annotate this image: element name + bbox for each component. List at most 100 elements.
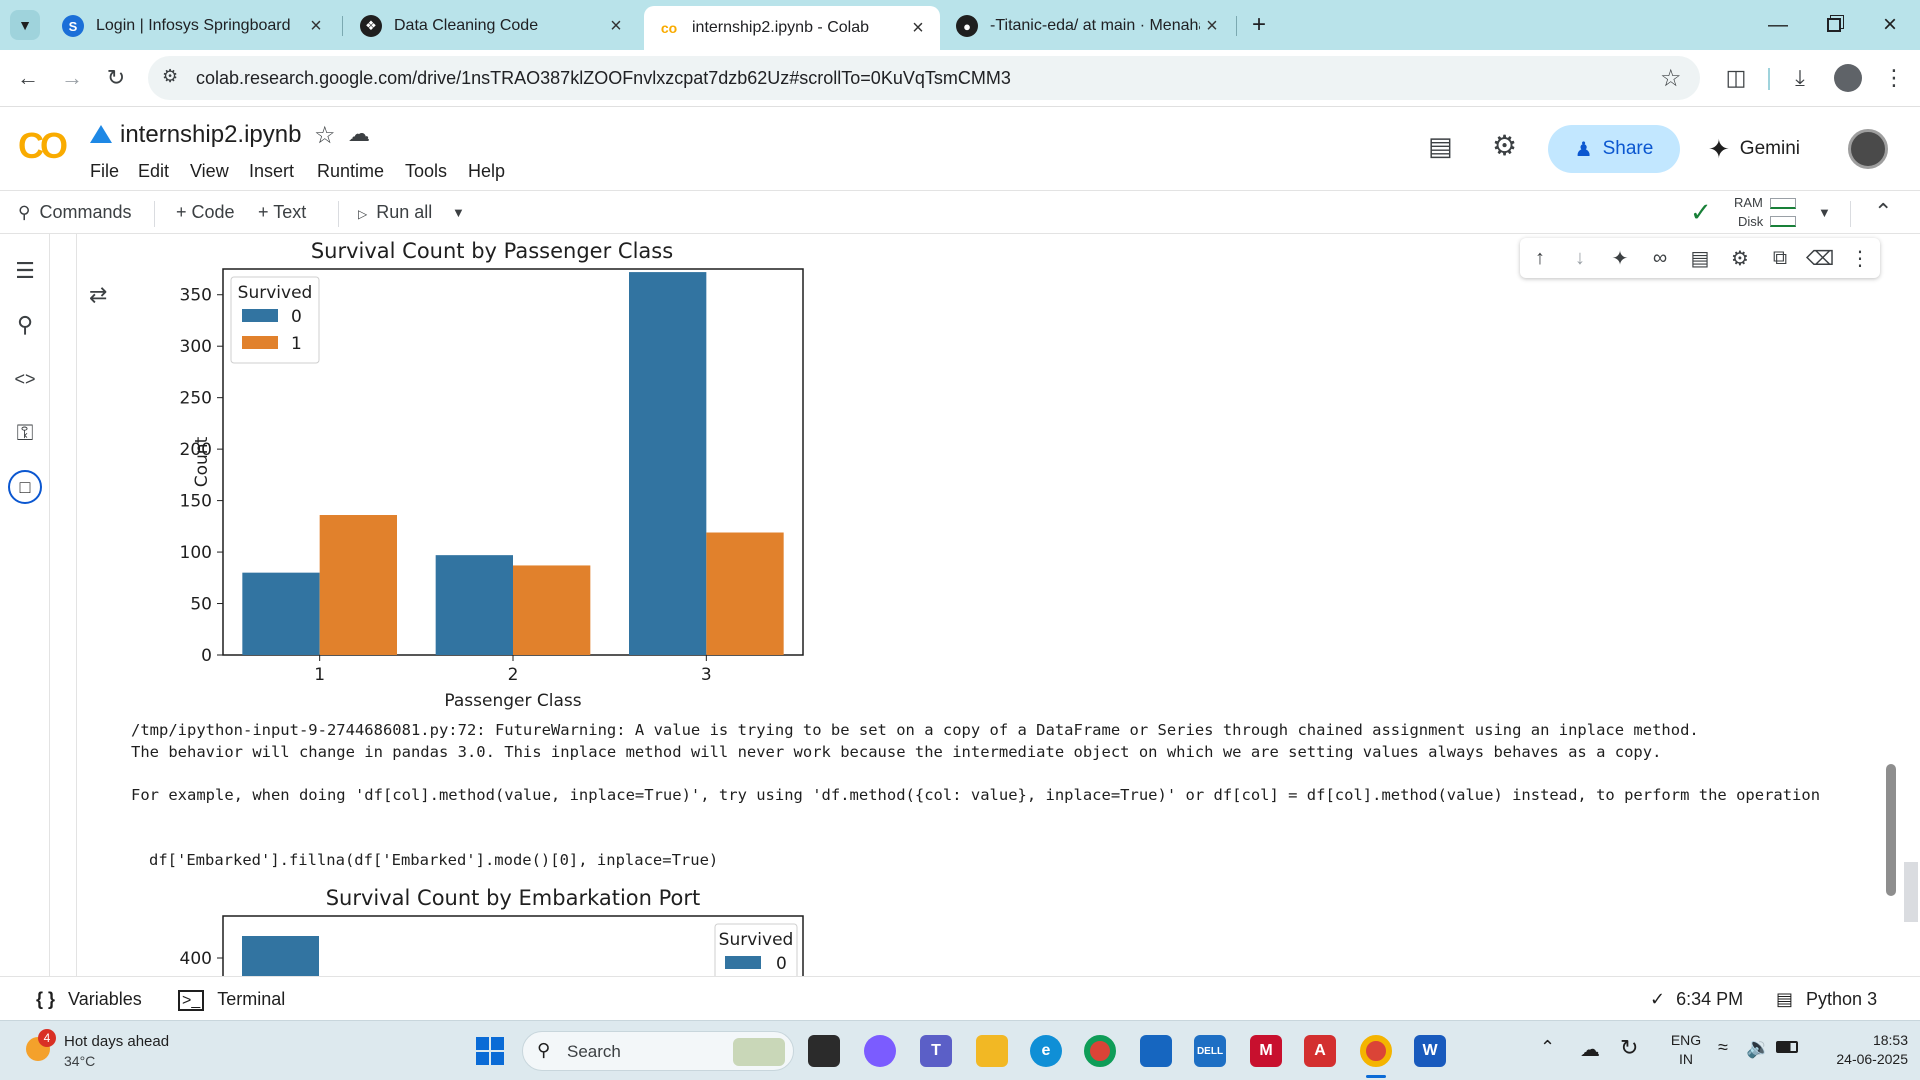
minimize-button[interactable]: — xyxy=(1760,10,1796,40)
mcafee-icon[interactable]: M xyxy=(1250,1035,1282,1067)
gemini-button[interactable]: ✦ Gemini xyxy=(1708,129,1818,169)
find-replace-icon[interactable]: ⚲ xyxy=(16,312,34,337)
dell-icon[interactable]: DELL xyxy=(1194,1035,1226,1067)
time-label: 6:34 PM xyxy=(1676,989,1744,1009)
weather-widget[interactable]: 4 Hot days ahead 34°C xyxy=(24,1029,214,1073)
profile-avatar[interactable] xyxy=(1834,64,1862,92)
tab-colab[interactable]: co internship2.ipynb - Colab × xyxy=(644,6,940,50)
resources-dropdown[interactable]: ▼ xyxy=(1818,205,1831,220)
store-icon[interactable] xyxy=(1140,1035,1172,1067)
puzzle-icon: ◫ xyxy=(1725,65,1747,90)
code-snippets-icon[interactable]: <> xyxy=(14,368,36,389)
gear-icon[interactable]: ⚙ xyxy=(1731,247,1749,270)
wifi-icon[interactable]: ≈ xyxy=(1718,1037,1728,1057)
new-tab-button[interactable]: + xyxy=(1244,10,1274,40)
menu-help[interactable]: Help xyxy=(468,161,506,181)
comment-icon[interactable]: ▤ xyxy=(1690,247,1710,270)
chevron-up-icon[interactable]: ⌃ xyxy=(1540,1037,1556,1057)
restore-button[interactable] xyxy=(1816,10,1852,40)
edge-icon[interactable]: e xyxy=(1030,1035,1062,1067)
downloads-button[interactable]: ⤓ xyxy=(1784,62,1816,94)
key-icon[interactable]: ⚿ xyxy=(16,420,34,445)
star-icon[interactable]: ☆ xyxy=(1660,65,1682,92)
add-text-button[interactable]: + Text xyxy=(258,202,307,222)
move-up-icon[interactable]: ↑ xyxy=(1535,246,1545,269)
reload-button[interactable]: ↻ xyxy=(100,62,132,94)
clock[interactable]: 18:53 24-06-2025 xyxy=(1812,1031,1908,1071)
acrobat-icon[interactable]: A xyxy=(1304,1035,1336,1067)
trash-icon[interactable]: ⌫ xyxy=(1805,247,1835,270)
account-avatar[interactable] xyxy=(1848,129,1888,169)
add-code-button[interactable]: + Code xyxy=(176,202,235,222)
browser-menu-button[interactable]: ⋮ xyxy=(1878,62,1910,94)
gear-icon[interactable]: ⚙ xyxy=(1492,130,1518,161)
search-icon: ⚲ xyxy=(18,203,31,222)
table-of-contents-icon[interactable]: ☰ xyxy=(15,258,35,283)
onedrive-icon[interactable]: ☁ xyxy=(1580,1039,1600,1061)
cell-toolbar: ↑ ↓ ✦ ∞ ▤ ⚙ ⧉ ⌫ ⋮ xyxy=(1520,238,1880,278)
close-icon[interactable]: × xyxy=(310,14,322,37)
execution-time[interactable]: ✓ 6:34 PM xyxy=(1650,989,1743,1010)
sync-icon[interactable]: ↻ xyxy=(1620,1035,1639,1060)
share-button[interactable]: ♟ Share xyxy=(1548,125,1680,173)
more-vert-icon[interactable]: ⋮ xyxy=(1850,247,1870,270)
runtime-label: Python 3 xyxy=(1806,989,1878,1009)
tab-data-cleaning[interactable]: ❖ Data Cleaning Code × xyxy=(346,6,638,46)
tab-infosys[interactable]: S Login | Infosys Springboard × xyxy=(48,6,338,46)
tab-search-dropdown[interactable]: ▼ xyxy=(10,10,40,40)
close-window-button[interactable]: × xyxy=(1872,10,1908,40)
url-text[interactable]: colab.research.google.com/drive/1nsTRAO3… xyxy=(196,68,1011,88)
menu-file[interactable]: File xyxy=(90,161,120,181)
move-down-icon[interactable]: ↓ xyxy=(1575,246,1585,269)
address-bar[interactable]: ⚙ colab.research.google.com/drive/1nsTRA… xyxy=(148,56,1700,100)
chrome-profile-icon[interactable] xyxy=(1360,1035,1392,1067)
run-all-label: Run all xyxy=(376,202,433,222)
extensions-button[interactable]: ◫ xyxy=(1720,62,1752,94)
terminal-button[interactable]: >_ Terminal xyxy=(178,989,285,1011)
close-icon[interactable]: × xyxy=(1206,14,1218,37)
mirror-cell-icon[interactable]: ⧉ xyxy=(1772,246,1788,269)
copilot-icon[interactable] xyxy=(864,1035,896,1067)
run-all-button[interactable]: ▷ Run all xyxy=(358,202,432,223)
star-icon[interactable]: ☆ xyxy=(314,122,336,149)
variables-button[interactable]: { } Variables xyxy=(36,989,142,1010)
tab-github[interactable]: ● -Titanic-eda/ at main · Menahal × xyxy=(942,6,1234,46)
menu-tools[interactable]: Tools xyxy=(405,161,448,181)
browser-tab-strip: ▼ S Login | Infosys Springboard × ❖ Data… xyxy=(0,0,1920,50)
scrollbar[interactable] xyxy=(1884,234,1898,976)
commands-button[interactable]: ⚲ Commands xyxy=(18,202,132,223)
taskbar-search-box[interactable]: ⚲ Search xyxy=(522,1031,794,1071)
teams-icon[interactable]: T xyxy=(920,1035,952,1067)
menu-insert[interactable]: Insert xyxy=(249,161,295,181)
back-button[interactable]: ← xyxy=(12,62,44,94)
word-icon[interactable]: W xyxy=(1414,1035,1446,1067)
outer-scrollbar[interactable] xyxy=(1904,862,1918,922)
output-toggle-icon[interactable]: ⇄ xyxy=(89,282,108,307)
close-icon[interactable]: × xyxy=(610,14,622,37)
colab-logo[interactable]: CO xyxy=(18,125,74,166)
windows-start-icon[interactable] xyxy=(474,1035,506,1067)
site-info-icon[interactable]: ⚙ xyxy=(162,66,179,86)
folder-icon[interactable]: □ xyxy=(8,470,42,504)
language-indicator[interactable]: ENG IN xyxy=(1666,1031,1706,1071)
volume-icon[interactable]: 🔉 xyxy=(1746,1037,1771,1059)
close-icon[interactable]: × xyxy=(912,16,924,39)
run-all-dropdown[interactable]: ▼ xyxy=(452,205,465,220)
link-icon[interactable]: ∞ xyxy=(1652,246,1668,269)
comments-icon[interactable]: ▤ xyxy=(1428,131,1453,161)
menu-edit[interactable]: Edit xyxy=(138,161,170,181)
menu-runtime[interactable]: Runtime xyxy=(317,161,385,181)
chrome-icon[interactable] xyxy=(1084,1035,1116,1067)
resource-monitor[interactable]: RAM Disk xyxy=(1734,195,1798,231)
scrollbar-thumb[interactable] xyxy=(1886,764,1896,896)
battery-icon[interactable] xyxy=(1776,1041,1798,1053)
forward-button[interactable]: → xyxy=(56,62,88,94)
cloud-saved-icon[interactable]: ☁ xyxy=(348,121,370,146)
notebook-title[interactable]: internship2.ipynb xyxy=(120,121,302,148)
file-explorer-icon[interactable] xyxy=(976,1035,1008,1067)
sparkle-icon[interactable]: ✦ xyxy=(1611,247,1629,270)
collapse-header-button[interactable]: ⌃ xyxy=(1874,199,1893,224)
task-view-icon[interactable] xyxy=(808,1035,840,1067)
menu-view[interactable]: View xyxy=(190,161,229,181)
runtime-indicator[interactable]: ▤ Python 3 xyxy=(1776,989,1877,1010)
